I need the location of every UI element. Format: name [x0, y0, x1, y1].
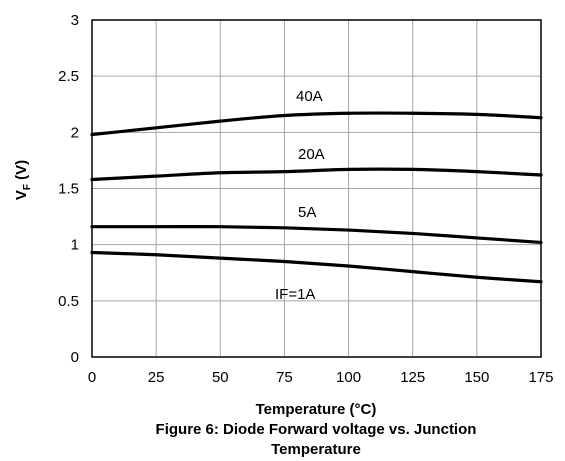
series-line-20a — [90, 167, 543, 182]
x-tick-label: 100 — [336, 369, 361, 386]
series-lines — [90, 111, 543, 284]
y-tick-label: 1.5 — [58, 181, 79, 198]
series-line-5a — [90, 225, 543, 245]
y-axis-label-main: V — [13, 190, 30, 200]
series-label-20a: 20A — [298, 146, 325, 163]
x-tick-label: 75 — [276, 369, 293, 386]
y-tick-labels: 0 0.5 1 1.5 2 2.5 3 — [58, 12, 79, 366]
figure-caption-line-1: Figure 6: Diode Forward voltage vs. Junc… — [156, 421, 477, 438]
x-tick-label: 25 — [148, 369, 165, 386]
x-tick-label: 175 — [528, 369, 553, 386]
x-tick-label: 150 — [464, 369, 489, 386]
series-label-40a: 40A — [296, 88, 323, 105]
y-axis-label-subscript: F — [22, 184, 33, 190]
x-tick-label: 50 — [212, 369, 229, 386]
figure-caption-line-2: Temperature — [271, 441, 361, 458]
y-tick-label: 0 — [71, 349, 79, 366]
series-line-40a — [90, 111, 543, 137]
x-tick-label: 0 — [88, 369, 96, 386]
y-tick-label: 1 — [71, 237, 79, 254]
y-tick-label: 2 — [71, 124, 79, 141]
y-axis-label-unit: (V) — [13, 160, 30, 184]
x-tick-label: 125 — [400, 369, 425, 386]
y-tick-label: 2.5 — [58, 68, 79, 85]
series-label-5a: 5A — [298, 204, 316, 221]
plot-area-border — [91, 19, 542, 358]
x-tick-labels: 0 25 50 75 100 125 150 175 — [88, 369, 554, 386]
grid — [92, 20, 541, 357]
y-axis-label: VF (V) — [13, 160, 33, 200]
x-axis-label: Temperature (°C) — [256, 401, 377, 418]
y-tick-label: 0.5 — [58, 293, 79, 310]
y-tick-label: 3 — [71, 12, 79, 29]
series-line-if-1a — [90, 250, 543, 284]
series-label-if-1a: IF=1A — [275, 286, 315, 303]
